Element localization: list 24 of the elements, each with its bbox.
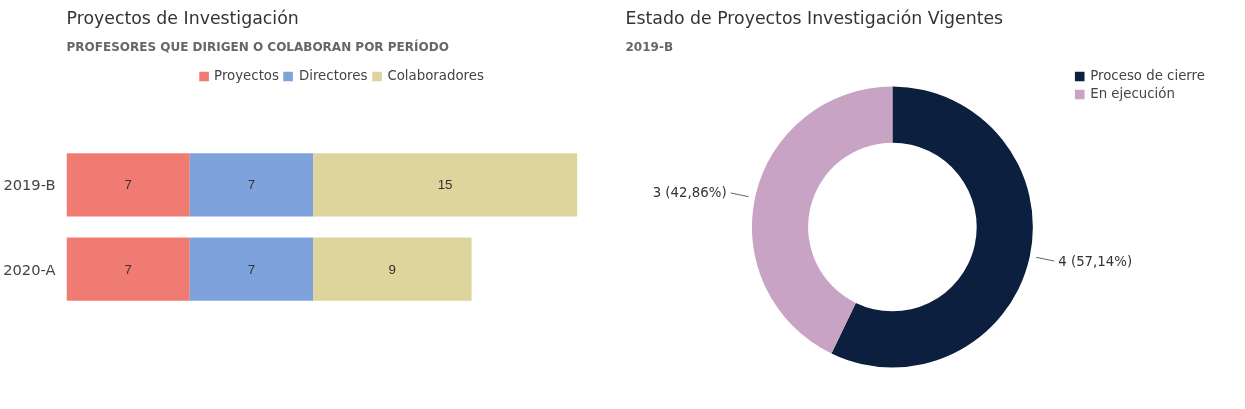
chart-title: Estado de Proyectos Investigación Vigentes [625, 7, 1004, 28]
data-label: 15 [437, 177, 453, 193]
legend-label: Directores [298, 68, 368, 83]
bar [66, 153, 190, 217]
legend-label: Colaboradores [387, 68, 484, 83]
bar [189, 153, 314, 217]
bar [189, 237, 314, 301]
legend-label: Proyectos [214, 68, 279, 83]
bar [313, 153, 578, 217]
chart-title: Proyectos de Investigación [66, 7, 299, 28]
data-label: 3 (42,86%) [652, 185, 727, 201]
data-label: 4 (57,14%) [1058, 253, 1133, 269]
data-label: 9 [388, 261, 397, 277]
chart-subtitle: PROFESORES QUE DIRIGEN O COLABORAN POR PERÍODO [66, 38, 449, 54]
data-label: 7 [247, 177, 256, 193]
data-label: 7 [247, 261, 256, 277]
data-label: 7 [124, 261, 132, 277]
y-tick-label: 2020-A [3, 260, 56, 278]
chart-subtitle: 2019-B [625, 39, 674, 54]
bar [66, 237, 190, 301]
legend-label: Proceso de cierre [1090, 68, 1205, 83]
legend-label: En ejecución [1090, 86, 1175, 101]
bar [313, 237, 472, 301]
data-label: 7 [124, 177, 132, 193]
